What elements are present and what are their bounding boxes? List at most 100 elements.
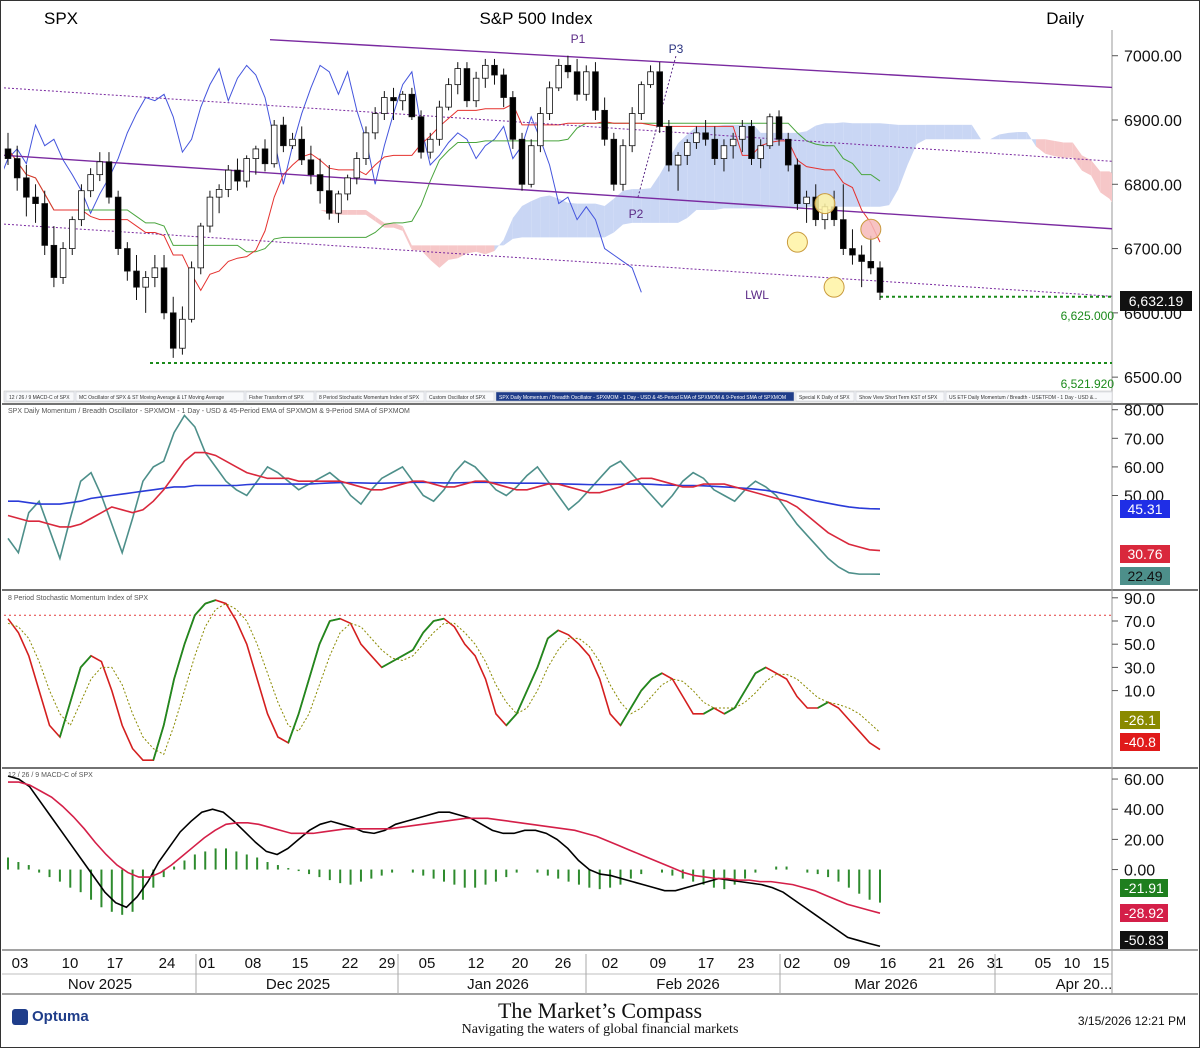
cloud-segment	[935, 124, 945, 140]
candle-body	[41, 203, 48, 246]
candle-body	[527, 145, 535, 185]
smi-rising-segment	[744, 672, 757, 692]
candle-body	[114, 196, 122, 249]
indicator-tab-label: Show View Short Term KST of SPX	[859, 395, 938, 401]
cloud-segment	[466, 245, 477, 254]
candle-body	[326, 190, 333, 214]
candle-body	[583, 71, 590, 95]
smi-rising-segment	[547, 629, 559, 640]
macd-hist-value: -21.91	[1124, 880, 1164, 896]
candle-body	[4, 148, 12, 159]
macd-hist-badge	[1120, 879, 1168, 897]
indicator-tab	[75, 391, 245, 402]
month-label: Mar 2026	[854, 976, 917, 993]
macd-signal-badge	[1120, 904, 1168, 922]
candle-body	[573, 71, 581, 95]
candle-body	[445, 84, 452, 108]
candle-body	[307, 159, 315, 176]
candle-body	[261, 148, 269, 165]
date-tick-label: 10	[62, 955, 79, 972]
smi-panel-title: 8 Period Stochastic Momentum Index of SP…	[8, 595, 148, 602]
indicator-tab-label: Special K Daily of SPX	[799, 395, 850, 401]
candle-body	[647, 71, 654, 86]
month-label: Jan 2026	[467, 976, 529, 993]
cloud-segment	[889, 124, 899, 206]
candle-body	[197, 225, 205, 269]
smi-rising-segment	[817, 701, 829, 709]
cloud-segment	[540, 195, 550, 238]
month-label: Feb 2026	[656, 976, 719, 993]
cloud-segment	[696, 126, 706, 210]
smi-rising-segment	[723, 707, 736, 715]
cloud-segment	[907, 124, 917, 165]
support-level-1: 6,625.000	[1061, 309, 1115, 323]
date-tick-label: 23	[738, 955, 755, 972]
date-tick-label: 15	[1093, 955, 1110, 972]
candle-body	[628, 113, 636, 147]
cloud-segment	[999, 132, 1009, 140]
candle-body	[693, 132, 700, 143]
cloud-segment	[769, 132, 780, 209]
last-price-badge	[1120, 291, 1192, 311]
candle-body	[463, 68, 471, 102]
cloud-segment	[990, 134, 1000, 140]
cloud-segment	[402, 226, 412, 251]
smi-rising-segment	[183, 614, 196, 645]
candle-body	[142, 277, 149, 288]
smi-rising-segment	[69, 667, 82, 703]
smi-rising-segment	[308, 643, 321, 680]
axis-tick-label: 40.00	[1124, 802, 1164, 819]
candle-body	[215, 189, 223, 198]
date-tick-label: 22	[342, 955, 359, 972]
candle-body	[78, 190, 85, 221]
cloud-segment	[1036, 139, 1046, 154]
date-tick-label: 01	[199, 955, 216, 972]
candle-body	[179, 318, 186, 349]
cloud-segment	[494, 239, 504, 251]
cloud-segment	[1045, 139, 1055, 157]
smi-rising-segment	[297, 678, 310, 715]
smi-rising-segment	[412, 632, 425, 651]
candle-body	[665, 126, 673, 166]
smi-rising-segment	[402, 649, 414, 657]
macd-value: -50.83	[1124, 932, 1164, 948]
chart-title: S&P 500 Index	[479, 9, 593, 28]
axis-tick-label: 0.00	[1124, 863, 1155, 880]
smi-rising-segment	[651, 672, 663, 680]
axis-tick-label: 20.00	[1124, 832, 1164, 849]
candle-body	[344, 177, 351, 195]
candle-body	[472, 77, 480, 102]
candle-body	[849, 248, 856, 256]
candle-body	[289, 138, 296, 147]
cloud-segment	[1072, 142, 1082, 171]
cloud-segment	[1091, 160, 1101, 193]
candle-body	[105, 161, 113, 198]
date-tick-label: 26	[555, 955, 572, 972]
candle-body	[151, 267, 159, 278]
candle-body	[399, 93, 406, 102]
price-axis: 7000.006900.006800.006700.006600.006500.…	[1112, 49, 1182, 387]
candle-body	[656, 71, 663, 127]
candle-body	[794, 164, 801, 204]
date-tick-label: 24	[159, 955, 176, 972]
cloud-segment	[365, 210, 376, 222]
candle-body	[436, 106, 443, 140]
date-tick-label: 17	[698, 955, 715, 972]
candle-body	[270, 124, 278, 165]
candle-body	[96, 161, 104, 176]
cloud-segment	[944, 124, 954, 140]
footer-timestamp: 3/15/2026 12:21 PM	[1077, 1014, 1186, 1028]
cloud-segment	[567, 202, 578, 238]
smi-rising-segment	[505, 713, 518, 727]
channel-upper-line	[269, 38, 1112, 89]
candle-body	[867, 261, 875, 269]
candle-body	[50, 244, 58, 278]
price-tick-label: 6700.00	[1124, 242, 1182, 259]
smi-rising-segment	[733, 690, 746, 709]
ema-value: 45.31	[1127, 501, 1162, 517]
date-axis: 03 10 17 24 01 08 15 22 29 05 12 20 26 02 09 17 23 02 09 16…	[2, 954, 1112, 994]
candle-body	[518, 138, 526, 185]
cloud-segment	[1054, 140, 1064, 158]
smi-rising-segment	[391, 655, 403, 663]
